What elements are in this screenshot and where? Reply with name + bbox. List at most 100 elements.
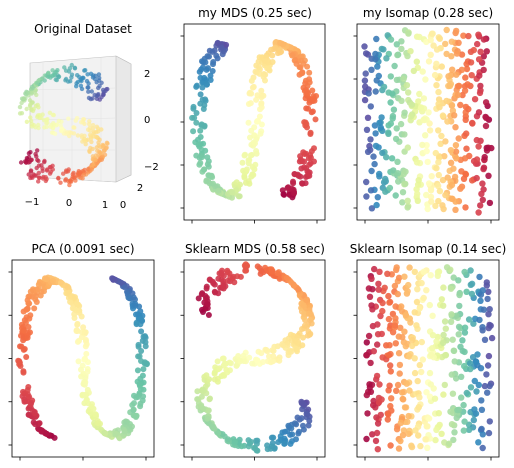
sklearn-mds-data-point [219, 431, 226, 438]
original-data-point [79, 133, 84, 138]
sklearn-isomap-data-point [401, 328, 408, 335]
sklearn-isomap-data-point [435, 410, 442, 417]
sklearn-isomap-data-point [484, 389, 491, 396]
sklearn-isomap-data-point [448, 371, 455, 378]
original-data-point [105, 86, 110, 92]
pca-points [15, 274, 150, 442]
pca-data-point [137, 386, 144, 393]
pca-data-point [50, 277, 56, 284]
sklearn-mds-data-point [231, 439, 238, 446]
sklearn-isomap-data-point [440, 331, 447, 339]
pca-data-point [72, 294, 78, 301]
pca-data-point [129, 423, 135, 430]
my-isomap-data-point [415, 98, 422, 105]
sklearn-isomap-data-point [377, 312, 384, 320]
sklearn-mds-data-point [220, 283, 227, 290]
my-isomap-data-point [425, 58, 433, 65]
original-data-point [72, 175, 77, 180]
sklearn-isomap-data-point [406, 387, 413, 394]
my-isomap-data-point [479, 180, 486, 187]
sklearn-mds-data-point [296, 428, 302, 435]
sklearn-isomap-data-point [397, 437, 404, 445]
my-mds-data-point [248, 77, 255, 84]
sklearn-mds-data-point [301, 311, 308, 318]
sklearn-mds-data-point [288, 279, 295, 286]
sklearn-isomap-data-point [485, 324, 492, 332]
my-isomap-data-point [452, 142, 460, 149]
sklearn-isomap-data-point [481, 382, 489, 390]
sklearn-isomap-data-point [486, 418, 493, 425]
my-mds-data-point [195, 136, 201, 143]
sklearn-isomap-data-point [485, 352, 493, 360]
my-isomap-data-point [480, 36, 488, 43]
sklearn-isomap-data-point [483, 279, 490, 286]
my-isomap-data-point [368, 66, 375, 74]
sklearn-mds-data-point [292, 338, 299, 345]
original-data-point [91, 134, 96, 139]
my-mds-data-point [293, 60, 300, 67]
sklearn-isomap-data-point [379, 354, 386, 361]
original-data-point [91, 161, 96, 166]
my-mds-data-point [247, 134, 253, 141]
sklearn-isomap-data-point [480, 306, 488, 313]
original-data-point [54, 122, 60, 127]
sklearn-mds-data-point [218, 269, 225, 276]
sklearn-isomap-data-point [485, 311, 492, 318]
my-mds-data-point [229, 189, 236, 196]
pca-data-point [67, 298, 74, 305]
pca-data-point [31, 305, 38, 312]
my-isomap-data-point [452, 148, 460, 155]
my-mds-data-point [298, 57, 305, 64]
sklearn-isomap-data-point [385, 292, 392, 300]
sklearn-isomap-data-point [385, 351, 393, 359]
original-data-point [86, 127, 91, 132]
original-data-point [69, 75, 74, 80]
my-isomap-data-point [433, 60, 440, 67]
my-isomap-data-point [432, 149, 439, 157]
sklearn-isomap-data-point [456, 302, 463, 310]
original-data-point [35, 157, 40, 163]
original-data-point [28, 150, 33, 155]
sklearn-isomap-data-point [368, 275, 375, 282]
sklearn-isomap-data-point [450, 436, 457, 444]
sklearn-mds-data-point [307, 317, 314, 324]
pca-data-point [35, 425, 42, 432]
my-isomap-data-point [362, 70, 369, 77]
sklearn-isomap-data-point [397, 324, 404, 331]
my-mds-data-point [260, 92, 267, 99]
sklearn-isomap-data-point [406, 353, 413, 360]
my-mds-data-point [218, 44, 225, 51]
sklearn-isomap-data-point [388, 395, 395, 402]
sklearn-isomap-data-point [455, 277, 462, 284]
sklearn-isomap-data-point [429, 345, 436, 352]
x-tick-label: 1 [102, 200, 108, 211]
pca-data-point [21, 396, 28, 403]
original-dataset-panel: Original Dataset 2 0 −2 −1 0 1 0 2 [17, 22, 159, 211]
my-isomap-data-point [436, 187, 444, 195]
sklearn-mds-data-point [301, 322, 308, 329]
my-isomap-data-point [372, 142, 380, 150]
my-isomap-data-point [379, 149, 386, 157]
original-data-point [78, 83, 84, 89]
sklearn-isomap-data-point [364, 410, 371, 417]
my-isomap-data-point [444, 174, 451, 181]
original-data-point [96, 143, 101, 148]
sklearn-isomap-data-point [363, 352, 370, 359]
pca-data-point [24, 387, 31, 393]
my-isomap-data-point [452, 198, 459, 205]
my-isomap-data-point [473, 174, 480, 182]
my-mds-data-point [258, 121, 265, 128]
my-mds-data-point [214, 39, 221, 46]
my-isomap-data-point [473, 136, 480, 144]
original-data-point [97, 75, 102, 81]
sklearn-isomap-data-point [439, 339, 447, 347]
original-data-point [56, 118, 61, 124]
my-mds-points [189, 39, 320, 201]
sklearn-isomap-data-point [424, 444, 431, 451]
my-isomap-data-point [367, 103, 374, 110]
sklearn-mds-data-point [243, 267, 250, 274]
pca-data-point [112, 430, 119, 437]
sklearn-isomap-data-point [476, 273, 483, 281]
pca-data-point [80, 324, 87, 331]
pca-data-point [140, 393, 147, 400]
